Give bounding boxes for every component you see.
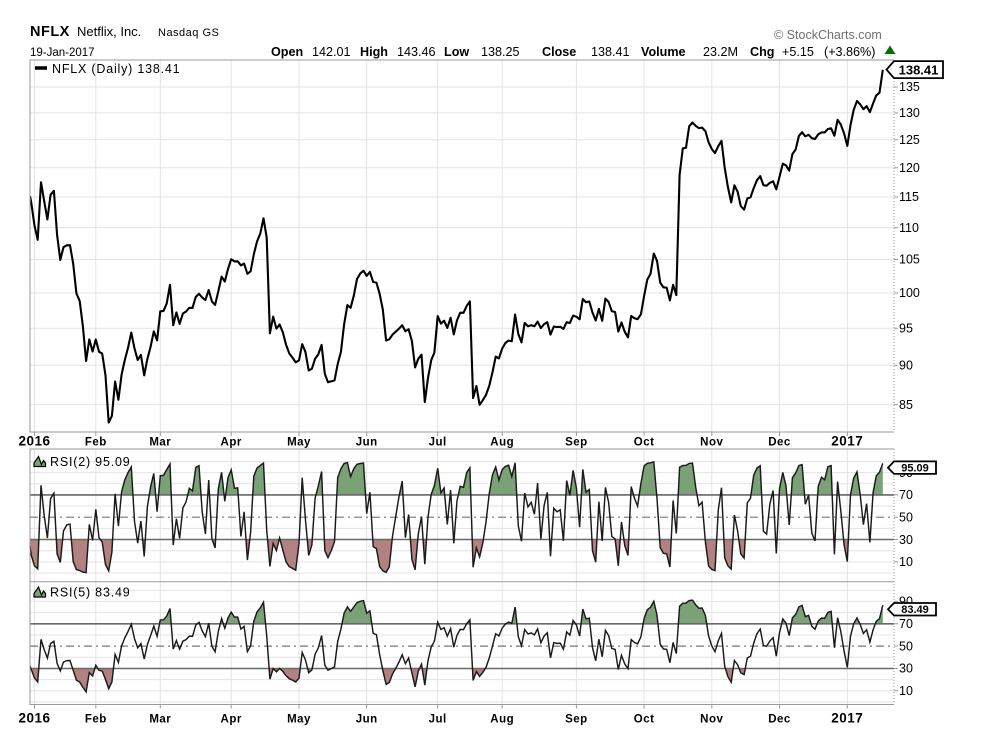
- svg-text:2017: 2017: [831, 711, 863, 726]
- svg-text:Sep: Sep: [565, 437, 588, 449]
- svg-text:100: 100: [899, 286, 920, 300]
- svg-text:May: May: [287, 714, 311, 726]
- svg-text:NFLX (Daily) 138.41: NFLX (Daily) 138.41: [52, 62, 180, 76]
- svg-text:Nasdaq GS: Nasdaq GS: [158, 27, 219, 39]
- svg-text:142.01: 142.01: [312, 45, 351, 59]
- svg-text:138.25: 138.25: [481, 45, 520, 59]
- svg-text:Jun: Jun: [356, 437, 378, 449]
- svg-text:(+3.86%): (+3.86%): [824, 45, 875, 59]
- svg-text:High: High: [360, 45, 388, 59]
- svg-text:110: 110: [899, 221, 919, 235]
- svg-text:Mar: Mar: [149, 714, 171, 726]
- svg-text:Open: Open: [271, 45, 303, 59]
- svg-text:105: 105: [899, 253, 920, 267]
- svg-text:Volume: Volume: [641, 45, 686, 59]
- svg-text:30: 30: [899, 533, 913, 547]
- svg-text:115: 115: [899, 190, 919, 204]
- svg-text:Netflix, Inc.: Netflix, Inc.: [77, 24, 141, 39]
- svg-text:Feb: Feb: [85, 437, 107, 449]
- svg-text:Jul: Jul: [429, 437, 447, 449]
- svg-text:Nov: Nov: [700, 437, 723, 449]
- svg-text:Close: Close: [542, 45, 576, 59]
- svg-text:138.41: 138.41: [899, 62, 939, 77]
- svg-text:23.2M: 23.2M: [703, 45, 738, 59]
- svg-text:10: 10: [899, 555, 913, 569]
- svg-text:Jun: Jun: [356, 714, 378, 726]
- svg-text:May: May: [287, 437, 311, 449]
- svg-text:130: 130: [899, 106, 920, 120]
- svg-text:Sep: Sep: [565, 714, 588, 726]
- svg-text:125: 125: [899, 133, 920, 147]
- svg-text:Dec: Dec: [768, 437, 791, 449]
- svg-text:83.49: 83.49: [901, 604, 929, 616]
- svg-text:Chg: Chg: [750, 45, 774, 59]
- svg-text:120: 120: [899, 161, 920, 175]
- svg-text:Nov: Nov: [700, 714, 723, 726]
- svg-text:95: 95: [899, 321, 913, 335]
- svg-text:30: 30: [899, 662, 913, 676]
- svg-text:10: 10: [899, 684, 913, 698]
- svg-text:2017: 2017: [831, 434, 863, 449]
- svg-text:70: 70: [899, 617, 913, 631]
- svg-text:90: 90: [899, 359, 913, 373]
- svg-text:143.46: 143.46: [397, 45, 436, 59]
- svg-text:Oct: Oct: [634, 437, 655, 449]
- svg-text:2016: 2016: [18, 434, 50, 449]
- svg-text:85: 85: [899, 398, 913, 412]
- svg-text:50: 50: [899, 511, 913, 525]
- svg-text:Aug: Aug: [490, 437, 514, 449]
- svg-text:50: 50: [899, 639, 913, 653]
- svg-text:19-Jan-2017: 19-Jan-2017: [30, 47, 95, 59]
- svg-text:NFLX: NFLX: [30, 24, 70, 40]
- svg-text:Apr: Apr: [221, 714, 242, 726]
- svg-text:2016: 2016: [18, 711, 50, 726]
- svg-text:RSI(2) 95.09: RSI(2) 95.09: [50, 455, 130, 469]
- svg-text:+5.15: +5.15: [782, 45, 814, 59]
- svg-text:RSI(5) 83.49: RSI(5) 83.49: [50, 586, 130, 600]
- svg-text:138.41: 138.41: [591, 45, 630, 59]
- svg-text:© StockCharts.com: © StockCharts.com: [774, 28, 882, 42]
- svg-text:95.09: 95.09: [901, 463, 929, 475]
- svg-text:Low: Low: [444, 45, 469, 59]
- svg-text:Jul: Jul: [429, 714, 447, 726]
- svg-text:Mar: Mar: [149, 437, 171, 449]
- svg-text:Apr: Apr: [221, 437, 242, 449]
- svg-text:70: 70: [899, 488, 913, 502]
- svg-text:Dec: Dec: [768, 714, 791, 726]
- svg-text:Feb: Feb: [85, 714, 107, 726]
- svg-text:Oct: Oct: [634, 714, 655, 726]
- svg-text:135: 135: [899, 80, 920, 94]
- svg-text:Aug: Aug: [490, 714, 514, 726]
